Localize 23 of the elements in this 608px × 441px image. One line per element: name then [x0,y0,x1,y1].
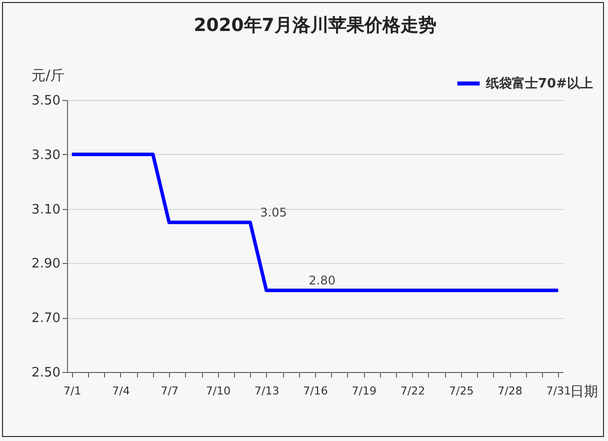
y-tick-label: 3.30 [32,148,60,163]
data-label: 2.80 [308,273,336,288]
x-tick-label: 7/4 [112,384,130,398]
x-tick-label: 7/31 [546,384,571,398]
data-label: 3.05 [260,205,287,220]
x-tick-label: 7/22 [400,384,426,398]
x-axis-title: 日期 [570,384,598,400]
y-tick-label: 2.70 [32,311,60,326]
x-tick-label: 7/13 [254,384,280,398]
x-tick-label: 7/1 [64,384,82,398]
x-tick-label: 7/25 [449,384,474,398]
legend-label: 纸袋富士70#以上 [485,76,593,92]
x-tick-label: 7/10 [206,384,231,398]
y-tick-label: 3.10 [32,202,60,218]
x-tick-label: 7/19 [352,384,376,398]
y-tick-label: 2.50 [32,366,60,380]
x-tick-label: 7/16 [303,384,328,398]
x-tick-label: 7/28 [498,384,522,398]
chart-title: 2020年7月洛川苹果价格走势 [194,15,436,36]
y-tick-label: 2.90 [32,256,60,272]
y-tick-label: 3.50 [32,94,60,108]
x-tick-label: 7/7 [160,384,178,398]
y-axis-title: 元/斤 [32,68,64,84]
